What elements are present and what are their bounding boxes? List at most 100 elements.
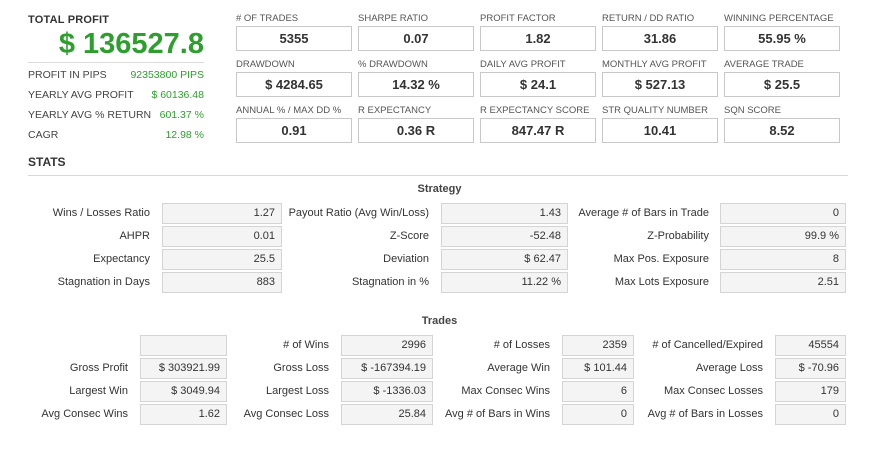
metric-value: $ 4284.65 xyxy=(236,72,352,97)
metric-value: 31.86 xyxy=(602,26,718,51)
metric-pct-drawdown: % DRAWDOWN 14.32 % xyxy=(358,59,474,97)
trade-label: Avg Consec Loss xyxy=(243,408,329,420)
trade-label: Average Win xyxy=(487,362,550,374)
stat-label: Stagnation in % xyxy=(351,276,429,288)
trade-label: Avg Consec Wins xyxy=(41,408,128,420)
metric-label: # OF TRADES xyxy=(236,13,299,24)
trade-label: Largest Win xyxy=(69,385,128,397)
metric-label: AVERAGE TRADE xyxy=(724,59,804,70)
metric-return-dd-ratio: RETURN / DD RATIO 31.86 xyxy=(602,13,718,51)
metric-average-trade: AVERAGE TRADE $ 25.5 xyxy=(724,59,840,97)
trade-value: 0 xyxy=(562,404,634,425)
trade-label: # of Cancelled/Expired xyxy=(652,339,763,351)
stat-value: 11.22 % xyxy=(441,272,568,293)
stat-label: Z-Probability xyxy=(647,230,709,242)
stat-value: 25.5 xyxy=(162,249,282,270)
trade-label: # of Wins xyxy=(283,339,329,351)
trade-value: 2996 xyxy=(341,335,433,356)
stat-value: 1.43 xyxy=(441,203,568,224)
trade-value xyxy=(140,335,227,356)
trade-value: 179 xyxy=(775,381,846,402)
metric-label: WINNING PERCENTAGE xyxy=(724,13,834,24)
metric-value: 0.36 R xyxy=(358,118,474,143)
trade-value: 25.84 xyxy=(341,404,433,425)
metric-value: 8.52 xyxy=(724,118,840,143)
trades-heading: Trades xyxy=(421,315,458,327)
cagr-label: CAGR xyxy=(28,129,59,141)
trade-label: Gross Loss xyxy=(273,362,329,374)
yearly-avg-profit-row: YEARLY AVG PROFIT $ 60136.48 xyxy=(28,86,204,105)
metric-label: ANNUAL % / MAX DD % xyxy=(236,105,342,116)
yearly-avg-profit-label: YEARLY AVG PROFIT xyxy=(28,89,134,101)
stat-label: Payout Ratio (Avg Win/Loss) xyxy=(288,207,429,219)
metric-value: 5355 xyxy=(236,26,352,51)
metric-label: R EXPECTANCY xyxy=(358,105,432,116)
stat-value: -52.48 xyxy=(441,226,568,247)
divider xyxy=(28,62,204,63)
trade-value: 45554 xyxy=(775,335,846,356)
yearly-avg-profit-value: $ 60136.48 xyxy=(151,89,204,101)
stat-value: 99.9 % xyxy=(720,226,846,247)
metric-label: DAILY AVG PROFIT xyxy=(480,59,566,70)
trade-label: Gross Profit xyxy=(69,362,128,374)
stats-heading: STATS xyxy=(28,155,66,169)
profit-in-pips-value: 92353800 PIPS xyxy=(130,69,204,81)
metric-label: % DRAWDOWN xyxy=(358,59,428,70)
yearly-avg-return-value: 601.37 % xyxy=(159,109,204,121)
trade-label: Max Consec Wins xyxy=(461,385,550,397)
strategy-heading: Strategy xyxy=(417,183,462,195)
metric-r-expectancy-score: R EXPECTANCY SCORE 847.47 R xyxy=(480,105,596,143)
metric-label: SHARPE RATIO xyxy=(358,13,429,24)
metric-value: 1.82 xyxy=(480,26,596,51)
stat-value: 0 xyxy=(720,203,846,224)
trade-label: Avg # of Bars in Losses xyxy=(647,408,763,420)
stat-label: AHPR xyxy=(119,230,150,242)
metric-label: DRAWDOWN xyxy=(236,59,295,70)
metric-monthly-avg-profit: MONTHLY AVG PROFIT $ 527.13 xyxy=(602,59,718,97)
metric-label: MONTHLY AVG PROFIT xyxy=(602,59,707,70)
trade-value: $ -167394.19 xyxy=(341,358,433,379)
total-profit-label: TOTAL PROFIT xyxy=(28,14,110,26)
metric-profit-factor: PROFIT FACTOR 1.82 xyxy=(480,13,596,51)
metric-r-expectancy: R EXPECTANCY 0.36 R xyxy=(358,105,474,143)
stat-value: 8 xyxy=(720,249,846,270)
trade-label: # of Losses xyxy=(493,339,550,351)
yearly-avg-return-label: YEARLY AVG % RETURN xyxy=(28,109,152,121)
stat-label: Wins / Losses Ratio xyxy=(52,207,150,219)
trade-label: Max Consec Losses xyxy=(663,385,763,397)
stat-label: Max Lots Exposure xyxy=(614,276,709,288)
stat-value: $ 62.47 xyxy=(441,249,568,270)
total-profit-value: $ 136527.8 xyxy=(58,28,204,60)
stat-label: Deviation xyxy=(383,253,429,265)
metric-value: 10.41 xyxy=(602,118,718,143)
metric-value: 847.47 R xyxy=(480,118,596,143)
stat-label: Max Pos. Exposure xyxy=(613,253,709,265)
stat-value: 0.01 xyxy=(162,226,282,247)
trade-value: $ 303921.99 xyxy=(140,358,227,379)
trade-value: 2359 xyxy=(562,335,634,356)
trade-value: 0 xyxy=(775,404,846,425)
metric-value: $ 25.5 xyxy=(724,72,840,97)
metric-num-trades: # OF TRADES 5355 xyxy=(236,13,352,51)
stat-label: Z-Score xyxy=(389,230,429,242)
metric-value: $ 24.1 xyxy=(480,72,596,97)
metric-drawdown: DRAWDOWN $ 4284.65 xyxy=(236,59,352,97)
trade-value: $ 3049.94 xyxy=(140,381,227,402)
metric-value: 55.95 % xyxy=(724,26,840,51)
metric-label: SQN SCORE xyxy=(724,105,782,116)
trade-value: $ -70.96 xyxy=(775,358,846,379)
stat-label: Stagnation in Days xyxy=(57,276,150,288)
trade-label: Largest Loss xyxy=(266,385,329,397)
profit-in-pips-row: PROFIT IN PIPS 92353800 PIPS xyxy=(28,66,204,85)
yearly-avg-return-row: YEARLY AVG % RETURN 601.37 % xyxy=(28,106,204,125)
trade-value: $ 101.44 xyxy=(562,358,634,379)
metric-value: 0.07 xyxy=(358,26,474,51)
metric-value: 14.32 % xyxy=(358,72,474,97)
stat-label: Average # of Bars in Trade xyxy=(578,207,709,219)
trade-label: Avg # of Bars in Wins xyxy=(445,408,550,420)
metric-str-quality-number: STR QUALITY NUMBER 10.41 xyxy=(602,105,718,143)
metric-value: $ 527.13 xyxy=(602,72,718,97)
stat-value: 883 xyxy=(162,272,282,293)
trade-label: Average Loss xyxy=(695,362,763,374)
metric-label: RETURN / DD RATIO xyxy=(602,13,695,24)
